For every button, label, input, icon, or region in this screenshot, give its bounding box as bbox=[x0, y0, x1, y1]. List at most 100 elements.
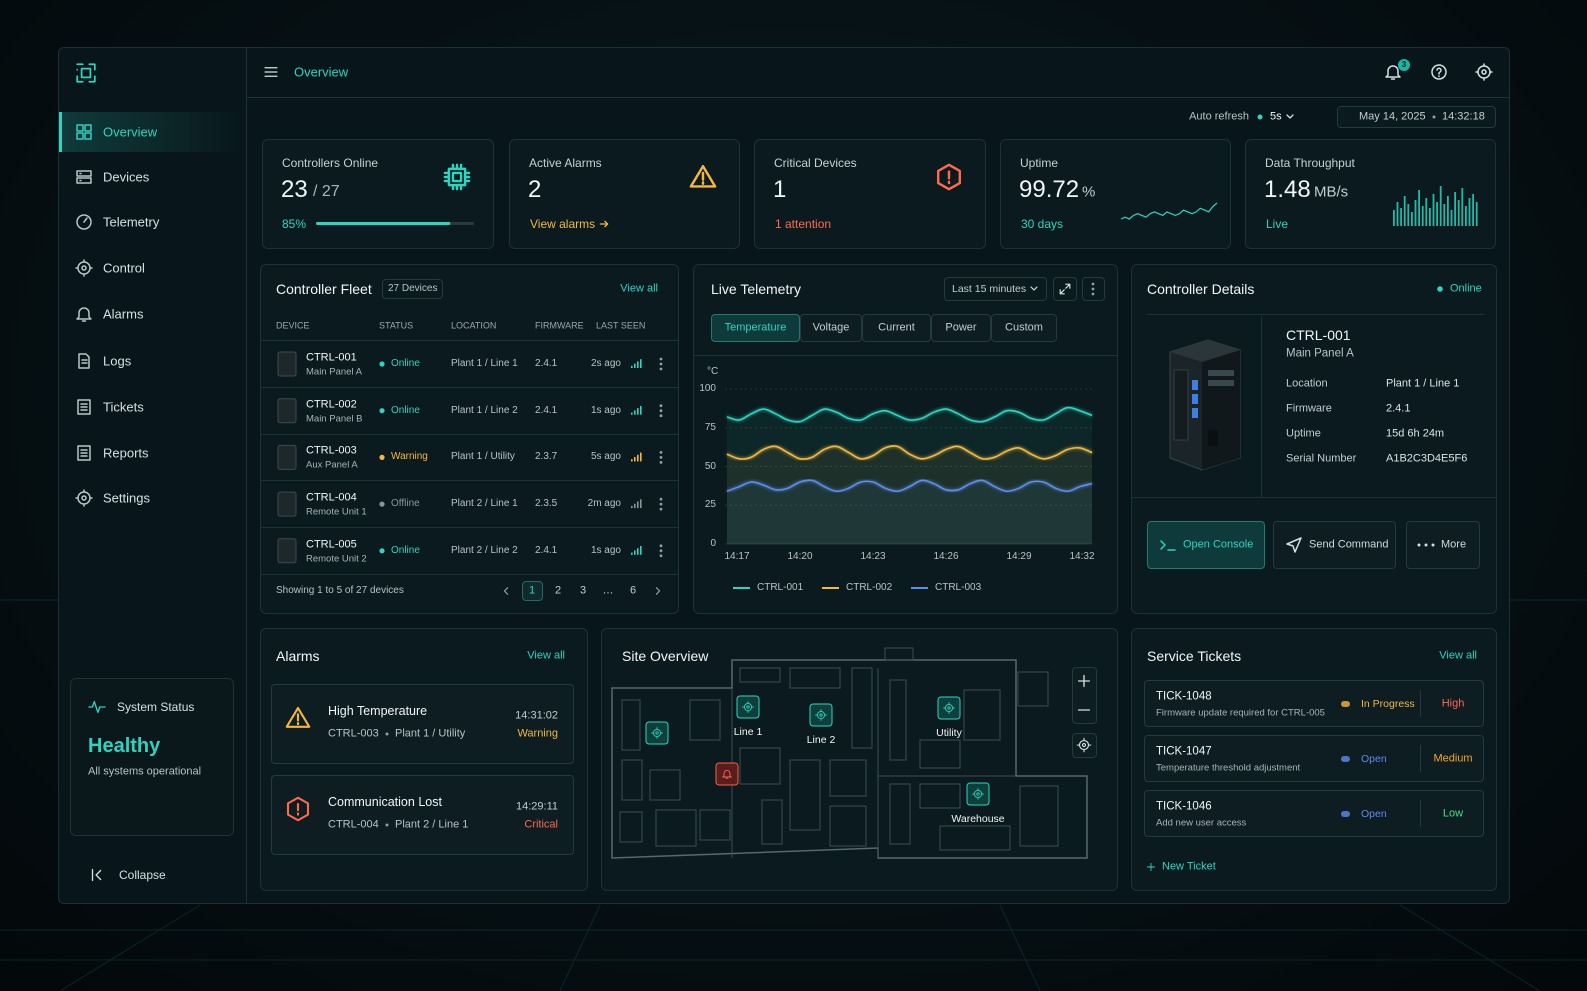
device-id: CTRL-004 bbox=[306, 491, 357, 504]
action-button-label[interactable]: Open Console bbox=[1183, 538, 1254, 551]
sidebar bbox=[58, 47, 247, 904]
page-number[interactable]: 6 bbox=[629, 584, 637, 597]
x-tick-label: 14:26 bbox=[933, 551, 959, 562]
kpi-note: 30 days bbox=[1021, 217, 1064, 231]
action-button-label[interactable]: More bbox=[1441, 538, 1467, 551]
panel-title: Controller Fleet bbox=[276, 281, 372, 297]
nav-item[interactable]: Logs bbox=[103, 353, 132, 369]
date: May 14, 2025 bbox=[1359, 110, 1426, 123]
kpi-card bbox=[262, 139, 494, 249]
device-status: Offline bbox=[391, 498, 420, 510]
page-number[interactable]: 2 bbox=[554, 584, 562, 597]
page-number[interactable]: 3 bbox=[579, 584, 587, 597]
view-all-link[interactable]: View all bbox=[527, 649, 565, 662]
nav-item[interactable]: Alarms bbox=[103, 306, 144, 322]
collapse-button[interactable]: Collapse bbox=[119, 868, 166, 882]
new-ticket-button[interactable]: New Ticket bbox=[1162, 860, 1216, 873]
tab-label[interactable]: Custom bbox=[1005, 321, 1043, 334]
range-select-label[interactable]: Last 15 minutes bbox=[952, 282, 1027, 295]
zone-label: Line 2 bbox=[806, 733, 836, 746]
device-count-badge bbox=[382, 279, 443, 299]
row-divider bbox=[260, 527, 679, 529]
nav-item[interactable]: Settings bbox=[103, 490, 150, 506]
kpi-value: 1.48 bbox=[1264, 176, 1311, 203]
device-firmware: 2.4.1 bbox=[535, 544, 558, 556]
tab bbox=[991, 314, 1057, 342]
view-all-link[interactable]: View all bbox=[1439, 649, 1477, 662]
x-tick-label: 14:20 bbox=[787, 551, 813, 562]
refresh-interval[interactable]: 5s bbox=[1270, 110, 1282, 123]
fleet-panel bbox=[260, 264, 679, 614]
nav-item[interactable]: Control bbox=[103, 260, 145, 276]
device-id: CTRL-003 bbox=[306, 444, 357, 457]
alarm-location: Plant 1 / Utility bbox=[395, 727, 466, 740]
alarm-time: 14:31:02 bbox=[515, 709, 558, 722]
details-status: Online bbox=[1450, 282, 1482, 295]
kpi-label: Data Throughput bbox=[1265, 156, 1355, 170]
tab-label[interactable]: Current bbox=[878, 321, 915, 334]
device-firmware: 2.3.7 bbox=[535, 451, 558, 463]
nav-item[interactable]: Telemetry bbox=[103, 214, 160, 230]
field-label: Uptime bbox=[1286, 427, 1321, 440]
y-tick-label: 75 bbox=[704, 421, 716, 433]
details-divider bbox=[1131, 497, 1497, 498]
legend-label: CTRL-003 bbox=[935, 582, 982, 593]
device-last-seen: 1s ago bbox=[590, 544, 621, 556]
row-divider bbox=[260, 573, 679, 575]
panel-title: Live Telemetry bbox=[711, 281, 802, 297]
ticket-divider bbox=[1420, 745, 1421, 772]
field-label: Location bbox=[1286, 377, 1328, 390]
device-last-seen: 5s ago bbox=[590, 451, 621, 463]
legend-label: CTRL-001 bbox=[757, 582, 804, 593]
tab bbox=[711, 314, 800, 342]
zoom-controls bbox=[1072, 667, 1097, 724]
kpi-note: Live bbox=[1266, 217, 1289, 231]
nav-item[interactable]: Devices bbox=[103, 169, 150, 185]
ticket-card bbox=[1144, 680, 1484, 727]
device-location: Plant 1 / Line 2 bbox=[451, 404, 518, 416]
details-id: CTRL-001 bbox=[1286, 327, 1351, 343]
alarm-time: 14:29:11 bbox=[515, 800, 558, 813]
row-divider bbox=[260, 433, 679, 435]
tab-label[interactable]: Temperature bbox=[724, 321, 787, 334]
kpi-card bbox=[509, 139, 740, 249]
zone-label: Line 1 bbox=[733, 725, 763, 738]
row-divider bbox=[260, 387, 679, 388]
fleet-footer: Showing 1 to 5 of 27 devices bbox=[276, 585, 404, 596]
ticket-status: Open bbox=[1361, 752, 1387, 765]
ticket-card bbox=[1144, 735, 1484, 782]
kpi-label: Controllers Online bbox=[282, 156, 379, 170]
ticket-description: Firmware update required for CTRL-005 bbox=[1156, 707, 1325, 719]
kpi-link[interactable]: View alarms bbox=[530, 217, 596, 231]
action-button-label[interactable]: Send Command bbox=[1309, 538, 1389, 551]
device-name: Aux Panel A bbox=[306, 459, 358, 471]
device-name: Remote Unit 1 bbox=[306, 506, 367, 518]
field-label: Firmware bbox=[1286, 402, 1332, 415]
view-all-link[interactable]: View all bbox=[620, 282, 658, 295]
page-number[interactable]: … bbox=[602, 584, 614, 597]
device-location: Plant 1 / Line 1 bbox=[451, 358, 518, 369]
device-last-seen: 1s ago bbox=[590, 404, 621, 416]
nav-item[interactable]: Reports bbox=[103, 445, 149, 461]
ticket-priority: Low bbox=[1442, 807, 1464, 820]
tab-divider bbox=[693, 355, 1118, 356]
device-location: Plant 1 / Utility bbox=[451, 451, 515, 463]
tab-label[interactable]: Power bbox=[945, 321, 977, 334]
field-value: 15d 6h 24m bbox=[1386, 427, 1445, 440]
system-status-label: System Status bbox=[117, 700, 195, 714]
kpi-value: 99.72 bbox=[1019, 176, 1080, 203]
expand-button bbox=[1053, 277, 1077, 301]
device-last-seen: 2s ago bbox=[590, 358, 621, 369]
page-number[interactable]: 1 bbox=[528, 584, 536, 597]
time: 14:32:18 bbox=[1442, 110, 1485, 123]
device-status: Online bbox=[391, 358, 420, 369]
date-box bbox=[1337, 106, 1496, 128]
tab-label[interactable]: Voltage bbox=[812, 321, 850, 334]
kpi-unit: MB/s bbox=[1314, 183, 1349, 201]
nav-item[interactable]: Tickets bbox=[103, 399, 144, 415]
nav-item[interactable]: Overview bbox=[103, 124, 158, 140]
row-divider bbox=[260, 340, 679, 341]
column-header: STATUS bbox=[379, 320, 414, 331]
y-tick-label: 0 bbox=[710, 538, 716, 549]
page-title: Overview bbox=[294, 64, 349, 80]
